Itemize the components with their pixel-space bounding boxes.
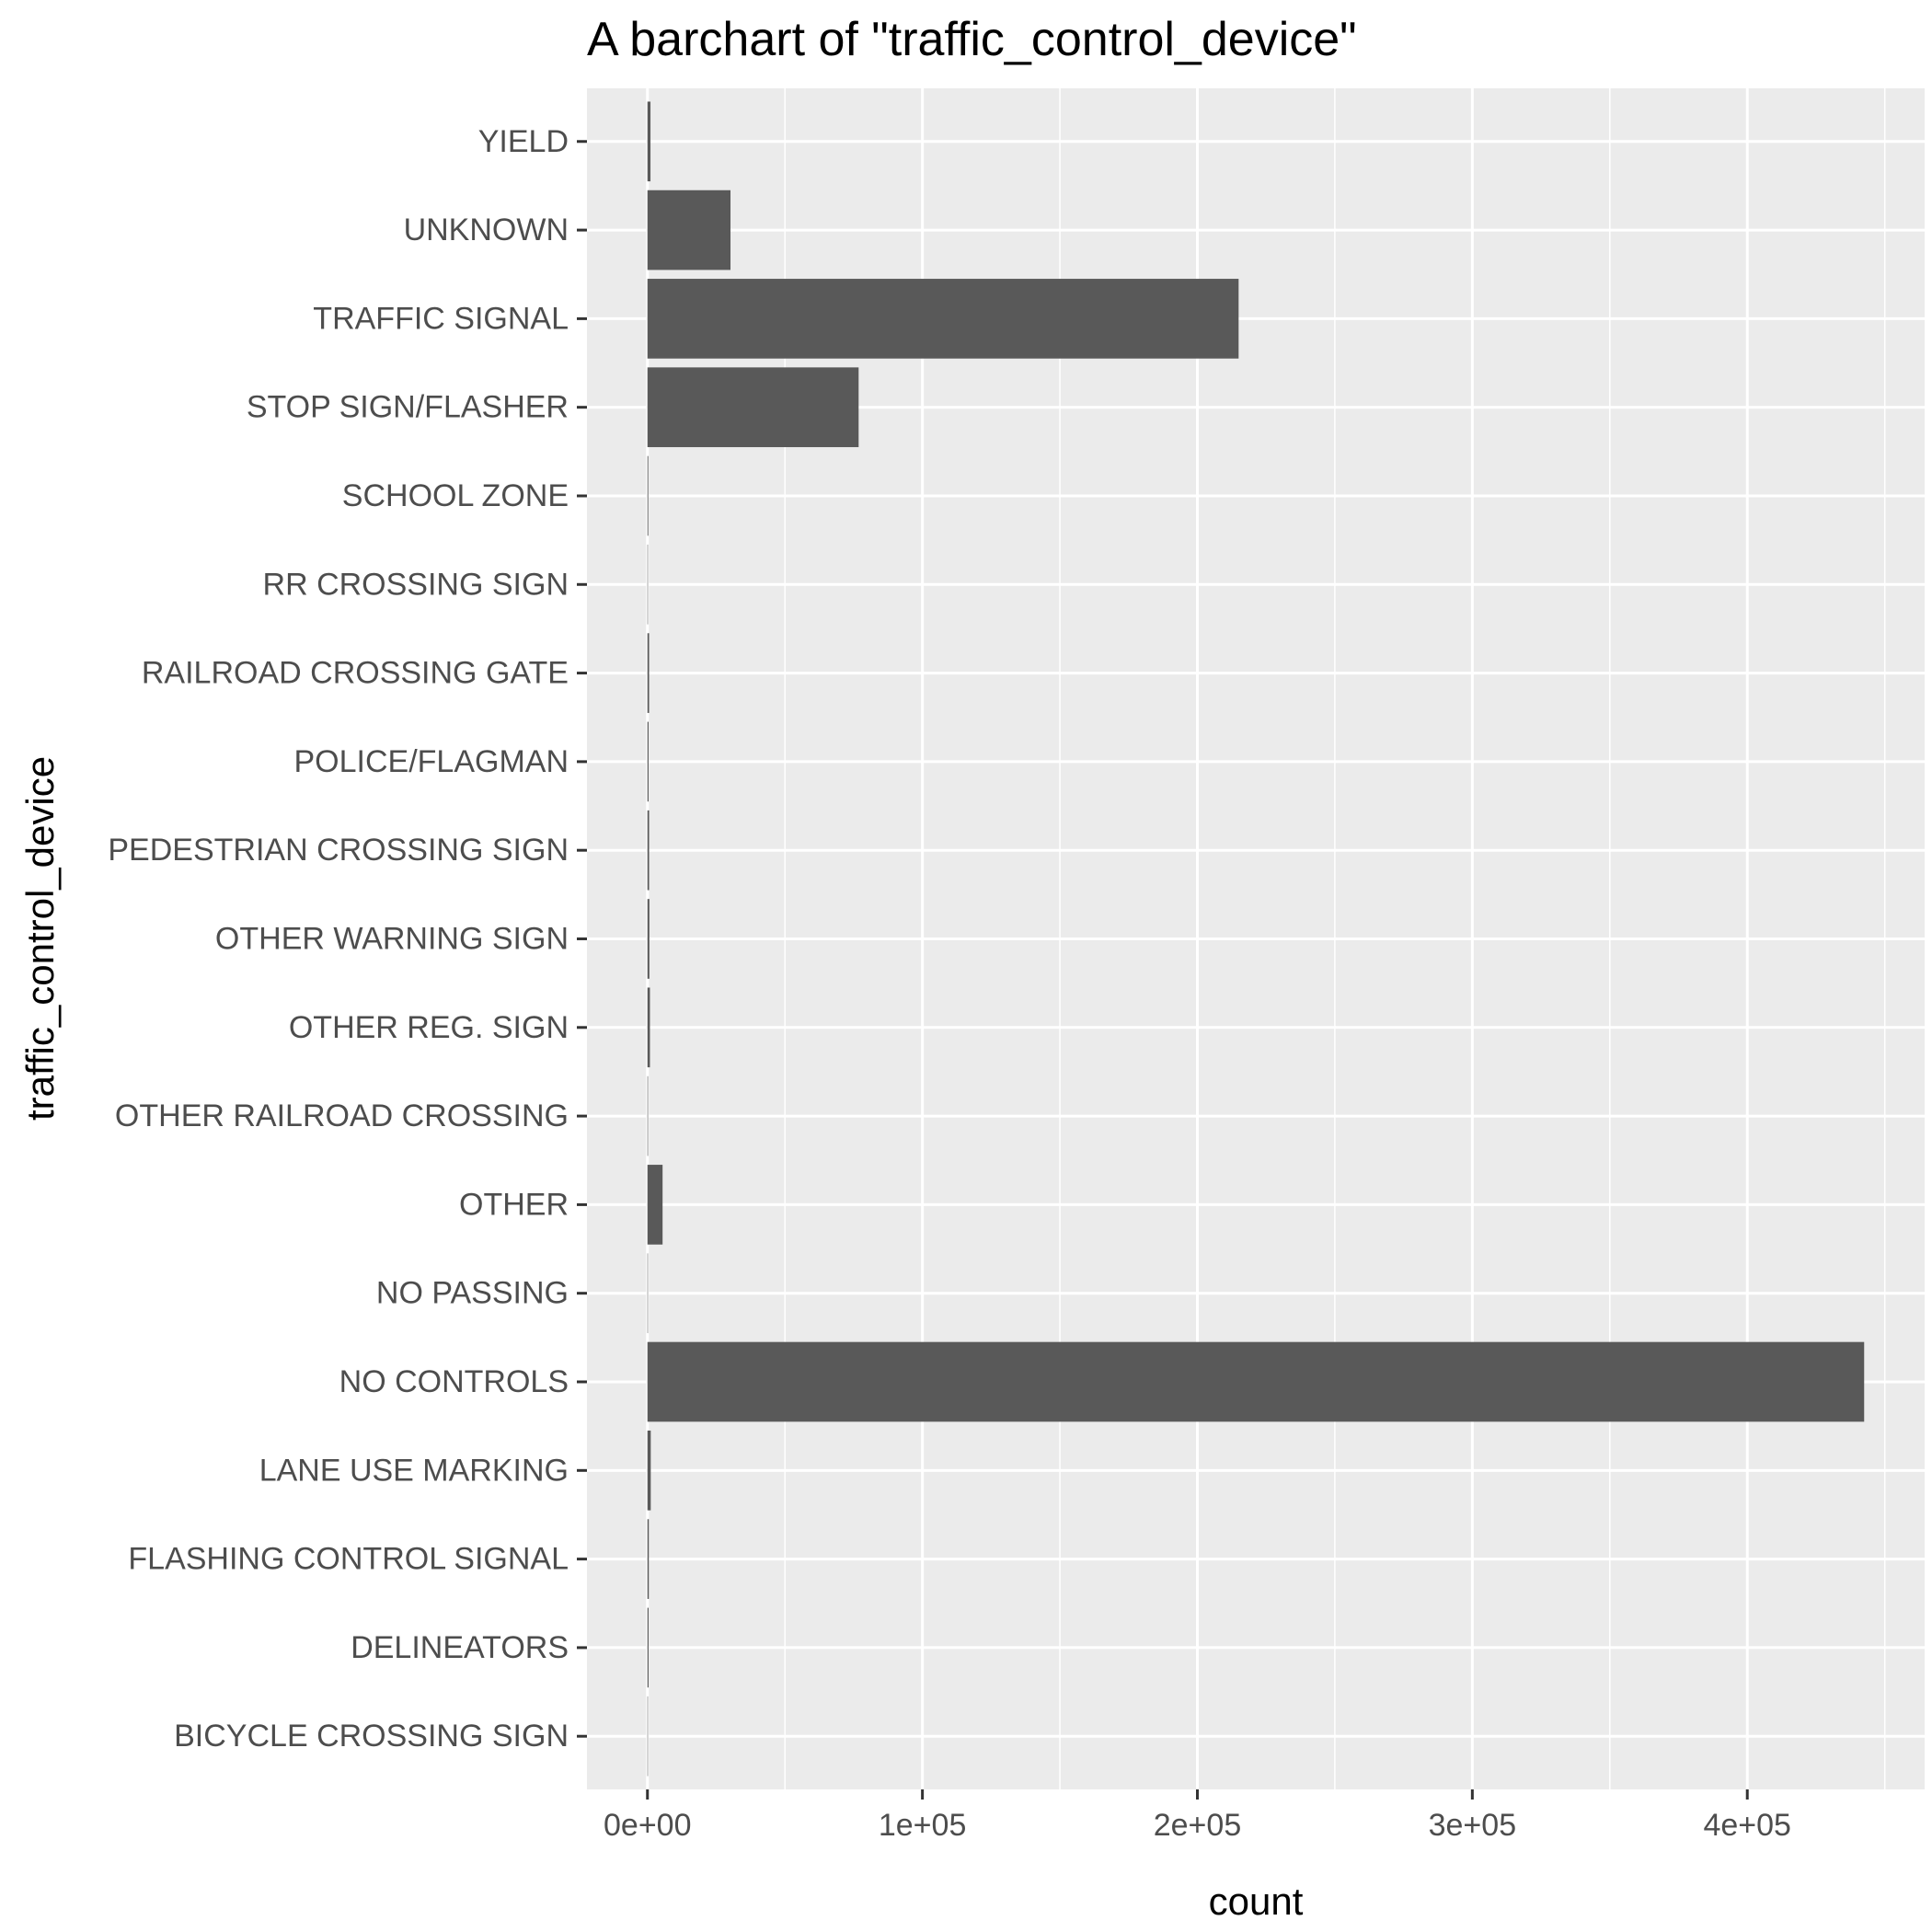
bar xyxy=(647,544,649,625)
x-tick-label: 3e+05 xyxy=(1429,1808,1517,1843)
x-tick-label: 1e+05 xyxy=(879,1808,967,1843)
y-tick-label: PEDESTRIAN CROSSING SIGN xyxy=(108,833,569,868)
bar xyxy=(647,721,649,802)
bar xyxy=(647,1519,650,1599)
y-tick-label: OTHER REG. SIGN xyxy=(289,1010,569,1045)
y-tick-label: BICYCLE CROSSING SIGN xyxy=(174,1719,569,1754)
bar xyxy=(647,279,1239,359)
chart-title: A barchart of "traffic_control_device" xyxy=(587,13,1357,66)
bar xyxy=(647,987,650,1068)
y-tick-label: RAILROAD CROSSING GATE xyxy=(142,656,569,691)
x-tick-label: 4e+05 xyxy=(1703,1808,1791,1843)
y-tick-label: POLICE/FLAGMAN xyxy=(293,744,569,779)
y-tick-label: LANE USE MARKING xyxy=(259,1453,569,1488)
bar xyxy=(647,367,859,448)
bar xyxy=(647,899,650,979)
bar xyxy=(647,190,731,270)
y-tick-label: TRAFFIC SIGNAL xyxy=(313,301,569,336)
y-axis-title: traffic_control_device xyxy=(18,756,62,1121)
bar xyxy=(647,810,650,891)
bar xyxy=(647,1165,663,1245)
x-tick-label: 2e+05 xyxy=(1154,1808,1242,1843)
y-tick-label: STOP SIGN/FLASHER xyxy=(247,390,569,425)
y-tick-label: SCHOOL ZONE xyxy=(342,478,569,513)
y-tick-label: YIELD xyxy=(478,124,569,159)
x-tick-label: 0e+00 xyxy=(604,1808,692,1843)
bars xyxy=(647,101,1865,1777)
bar xyxy=(647,1430,651,1511)
y-tick-label: OTHER WARNING SIGN xyxy=(215,922,569,957)
bar xyxy=(647,1253,649,1334)
y-tick-label: OTHER xyxy=(459,1187,569,1222)
y-tick-label: DELINEATORS xyxy=(351,1630,569,1665)
bar xyxy=(647,1696,649,1777)
y-tick-label: OTHER RAILROAD CROSSING xyxy=(115,1098,569,1133)
y-tick-label: FLASHING CONTROL SIGNAL xyxy=(128,1542,569,1577)
bar xyxy=(647,101,651,182)
bar xyxy=(647,1607,649,1688)
y-tick-label: NO CONTROLS xyxy=(339,1364,569,1399)
x-axis: 0e+00 1e+05 2e+05 3e+05 4e+05 xyxy=(604,1789,1791,1843)
bar xyxy=(647,455,649,536)
y-axis: BICYCLE CROSSING SIGN DELINEATORS FLASHING… xyxy=(108,124,587,1754)
bar xyxy=(647,1341,1865,1422)
y-tick-label: NO PASSING xyxy=(376,1276,569,1311)
x-axis-title: count xyxy=(1209,1880,1304,1923)
y-tick-label: UNKNOWN xyxy=(404,213,569,247)
bar xyxy=(647,633,650,713)
bar xyxy=(647,1075,649,1156)
y-tick-label: RR CROSSING SIGN xyxy=(263,567,569,602)
